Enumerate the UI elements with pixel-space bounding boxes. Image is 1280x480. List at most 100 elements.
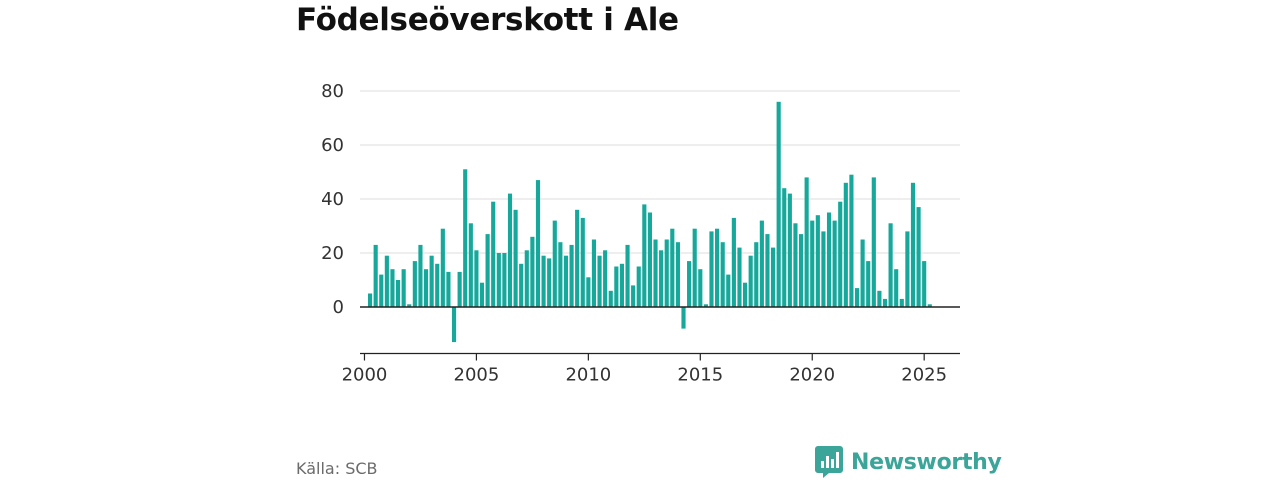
bar xyxy=(502,253,507,307)
bar xyxy=(826,212,832,307)
brand-logo: Newsworthy xyxy=(815,446,1002,478)
bar xyxy=(384,255,389,307)
bar xyxy=(647,212,652,307)
bar xyxy=(681,307,686,329)
bar xyxy=(496,253,501,307)
bar xyxy=(597,255,602,307)
bar xyxy=(619,263,625,307)
bar xyxy=(916,207,921,307)
bar xyxy=(748,255,753,307)
bar xyxy=(625,244,630,307)
bar xyxy=(770,247,776,307)
bar xyxy=(563,255,569,307)
bar xyxy=(692,228,697,307)
axes xyxy=(360,306,960,361)
bar xyxy=(519,263,524,307)
bar xyxy=(653,239,658,307)
bar xyxy=(390,269,395,307)
bar xyxy=(659,250,664,307)
bar xyxy=(675,242,680,307)
bar xyxy=(614,266,619,307)
bar xyxy=(910,182,916,307)
bar xyxy=(687,261,692,307)
bar xyxy=(463,169,468,307)
bar xyxy=(535,180,541,307)
bar xyxy=(905,231,910,307)
bar xyxy=(429,255,434,307)
bar xyxy=(664,239,669,307)
bar xyxy=(631,285,636,307)
chart-title: Födelseöverskott i Ale xyxy=(296,2,679,38)
bar xyxy=(815,215,820,307)
bar xyxy=(698,269,703,307)
bar xyxy=(832,220,837,307)
bar xyxy=(703,304,708,307)
bar xyxy=(765,234,770,307)
y-tick-label: 60 xyxy=(321,135,344,156)
bar xyxy=(468,223,473,307)
x-tick-label: 2000 xyxy=(342,365,388,386)
bar xyxy=(435,263,440,307)
bar xyxy=(754,242,759,307)
bar-chart: 0 20 40 60 80 2000 2005 2010 2015 2020 2025 xyxy=(321,81,960,386)
bar xyxy=(882,298,888,307)
bar xyxy=(373,244,378,307)
y-tick-label: 80 xyxy=(321,81,344,102)
bar xyxy=(776,101,781,307)
bar xyxy=(743,282,748,307)
bar xyxy=(726,274,731,307)
bar xyxy=(446,271,451,307)
bar xyxy=(507,193,513,307)
bar xyxy=(418,244,423,307)
bar xyxy=(479,282,485,307)
x-tick-label: 2025 xyxy=(901,365,947,386)
bar-series xyxy=(368,101,932,343)
source-note: Källa: SCB xyxy=(296,459,378,478)
bar xyxy=(569,244,574,307)
bar xyxy=(798,234,804,307)
bar xyxy=(849,174,854,307)
bar xyxy=(793,223,798,307)
bar xyxy=(737,247,742,307)
bar xyxy=(395,280,401,307)
bar xyxy=(899,298,904,307)
bar xyxy=(440,228,445,307)
bar xyxy=(782,188,787,307)
bar xyxy=(552,220,557,307)
bar xyxy=(894,269,899,307)
bar xyxy=(580,217,585,307)
bar xyxy=(922,261,927,307)
bar xyxy=(530,236,535,307)
bar xyxy=(608,290,613,307)
bar xyxy=(877,290,882,307)
bar xyxy=(541,255,546,307)
tick-labels: 0 20 40 60 80 2000 2005 2010 2015 2020 2025 xyxy=(321,81,947,386)
brand-name: Newsworthy xyxy=(851,449,1002,475)
bar xyxy=(860,239,865,307)
x-tick-label: 2020 xyxy=(789,365,835,386)
bar xyxy=(558,242,563,307)
bar xyxy=(457,271,462,307)
bar xyxy=(670,228,675,307)
bar xyxy=(423,269,429,307)
bar xyxy=(451,307,457,343)
y-tick-label: 20 xyxy=(321,243,344,264)
bar xyxy=(871,177,876,307)
bar xyxy=(715,228,720,307)
bar xyxy=(485,234,490,307)
bar xyxy=(709,231,714,307)
bar xyxy=(407,304,412,307)
bar xyxy=(804,177,809,307)
bar xyxy=(591,239,597,307)
bar xyxy=(575,209,580,307)
bar xyxy=(927,304,932,307)
bar xyxy=(787,193,792,307)
bar xyxy=(838,201,843,307)
y-tick-label: 40 xyxy=(321,189,344,210)
bar xyxy=(636,266,641,307)
bar xyxy=(474,250,479,307)
bar xyxy=(888,223,893,307)
bar xyxy=(547,258,552,307)
y-tick-label: 0 xyxy=(333,297,344,318)
bar xyxy=(603,250,608,307)
